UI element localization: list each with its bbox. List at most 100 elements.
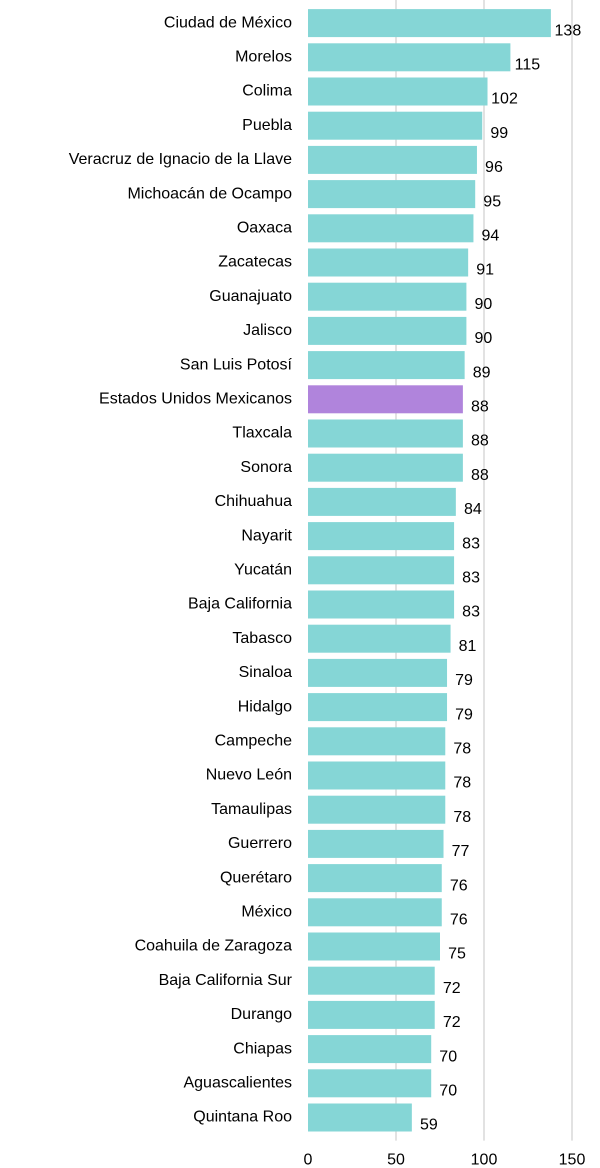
value-label-ciudad-de-mexico: 138: [555, 22, 582, 39]
category-label-zacatecas: Zacatecas: [218, 254, 292, 271]
value-label-chihuahua: 84: [464, 501, 482, 518]
bar-michoacan-de-ocampo: [308, 180, 476, 209]
value-label-durango: 72: [443, 1014, 461, 1031]
bar-zacatecas: [308, 248, 469, 277]
category-label-guanajuato: Guanajuato: [209, 288, 292, 305]
bar-tabasco: [308, 624, 451, 653]
category-label-baja-california: Baja California: [188, 596, 292, 613]
value-label-sinaloa: 79: [455, 672, 473, 689]
bar-ciudad-de-mexico: [308, 9, 551, 38]
bar-nayarit: [308, 522, 455, 551]
bar-tamaulipas: [308, 795, 446, 824]
category-labels: Ciudad de México Morelos Colima Puebla Verac…: [69, 14, 293, 1125]
category-label-yucatan: Yucatán: [234, 562, 292, 579]
bar-nuevo-leon: [308, 761, 446, 790]
x-tick-label-150: 150: [559, 1152, 586, 1168]
value-label-nayarit: 83: [462, 535, 480, 552]
value-label-tamaulipas: 78: [453, 809, 471, 826]
value-label-queretaro: 76: [450, 877, 468, 894]
category-label-sonora: Sonora: [240, 459, 292, 476]
value-label-estados-unidos-mexicanos: 88: [471, 399, 489, 416]
value-label-jalisco: 90: [475, 330, 493, 347]
bar-baja-california-sur: [308, 966, 435, 995]
bar-san-luis-potosi: [308, 351, 465, 380]
bar-yucatan: [308, 556, 455, 585]
category-label-veracruz-de-ignacio-de-la-llave: Veracruz de Ignacio de la Llave: [69, 151, 292, 168]
bar-chihuahua: [308, 487, 456, 516]
bar-quintana-roo: [308, 1103, 412, 1132]
category-label-nayarit: Nayarit: [241, 527, 292, 544]
value-label-nuevo-leon: 78: [453, 775, 471, 792]
bar-morelos: [308, 43, 511, 72]
bar-jalisco: [308, 316, 467, 345]
bar-hidalgo: [308, 693, 448, 722]
value-label-aguascalientes: 70: [439, 1083, 457, 1100]
value-label-zacatecas: 91: [476, 262, 494, 279]
value-label-colima: 102: [491, 91, 518, 108]
value-label-michoacan-de-ocampo: 95: [483, 193, 501, 210]
category-label-michoacan-de-ocampo: Michoacán de Ocampo: [127, 185, 292, 202]
bar-puebla: [308, 111, 483, 140]
bar-sinaloa: [308, 658, 448, 687]
category-label-ciudad-de-mexico: Ciudad de México: [164, 14, 292, 31]
category-label-aguascalientes: Aguascalientes: [183, 1075, 292, 1092]
bar-coahuila-de-zaragoza: [308, 932, 440, 961]
value-label-veracruz-de-ignacio-de-la-llave: 96: [485, 159, 503, 176]
category-label-san-luis-potosi: San Luis Potosí: [180, 356, 293, 373]
category-label-hidalgo: Hidalgo: [238, 698, 292, 715]
bar-mexico: [308, 898, 442, 927]
value-label-tlaxcala: 88: [471, 433, 489, 450]
bar-colima: [308, 77, 488, 106]
category-label-baja-california-sur: Baja California Sur: [159, 972, 293, 989]
bar-aguascalientes: [308, 1069, 432, 1098]
value-label-guerrero: 77: [452, 843, 470, 860]
category-label-chiapas: Chiapas: [233, 1040, 292, 1057]
bar-guerrero: [308, 829, 444, 858]
category-label-coahuila-de-zaragoza: Coahuila de Zaragoza: [135, 938, 293, 955]
value-labels: 138 115 102 99 96 95 94 91 90 90 89 88 88 88 84 83 83 83 8…: [420, 22, 581, 1133]
category-label-jalisco: Jalisco: [243, 322, 292, 339]
bar-veracruz-de-ignacio-de-la-llave: [308, 145, 477, 174]
category-label-estados-unidos-mexicanos: Estados Unidos Mexicanos: [99, 391, 292, 408]
category-label-morelos: Morelos: [235, 49, 292, 66]
category-label-tabasco: Tabasco: [232, 630, 292, 647]
x-tick-label-0: 0: [304, 1152, 313, 1168]
value-label-quintana-roo: 59: [420, 1117, 438, 1134]
category-label-chihuahua: Chihuahua: [215, 493, 293, 510]
bar-estados-unidos-mexicanos: [308, 385, 463, 414]
value-label-chiapas: 70: [439, 1048, 457, 1065]
bar-guanajuato: [308, 282, 467, 311]
category-label-nuevo-leon: Nuevo León: [206, 767, 292, 784]
x-axis-ticks: 0 50 100 150: [304, 1152, 586, 1168]
category-label-sinaloa: Sinaloa: [239, 664, 292, 681]
category-label-mexico: México: [241, 904, 292, 921]
x-tick-label-100: 100: [471, 1152, 498, 1168]
category-label-tamaulipas: Tamaulipas: [211, 801, 292, 818]
value-label-oaxaca: 94: [482, 228, 500, 245]
value-label-mexico: 76: [450, 912, 468, 929]
value-label-campeche: 78: [453, 741, 471, 758]
bar-baja-california: [308, 590, 455, 619]
category-label-tlaxcala: Tlaxcala: [232, 425, 292, 442]
bar-sonora: [308, 453, 463, 482]
bar-durango: [308, 1000, 435, 1029]
category-label-colima: Colima: [242, 83, 292, 100]
bar-tlaxcala: [308, 419, 463, 448]
category-label-puebla: Puebla: [242, 117, 292, 134]
category-label-durango: Durango: [231, 1006, 292, 1023]
value-label-sonora: 88: [471, 467, 489, 484]
category-label-queretaro: Querétaro: [220, 869, 292, 886]
value-label-puebla: 99: [490, 125, 508, 142]
value-label-tabasco: 81: [459, 638, 477, 655]
bar-campeche: [308, 727, 446, 756]
value-label-baja-california-sur: 72: [443, 980, 461, 997]
value-label-san-luis-potosi: 89: [473, 364, 491, 381]
category-label-quintana-roo: Quintana Roo: [193, 1109, 292, 1126]
value-label-yucatan: 83: [462, 570, 480, 587]
value-label-baja-california: 83: [462, 604, 480, 621]
category-label-oaxaca: Oaxaca: [237, 220, 292, 237]
value-label-guanajuato: 90: [475, 296, 493, 313]
bar-chiapas: [308, 1035, 432, 1064]
bar-oaxaca: [308, 214, 474, 243]
